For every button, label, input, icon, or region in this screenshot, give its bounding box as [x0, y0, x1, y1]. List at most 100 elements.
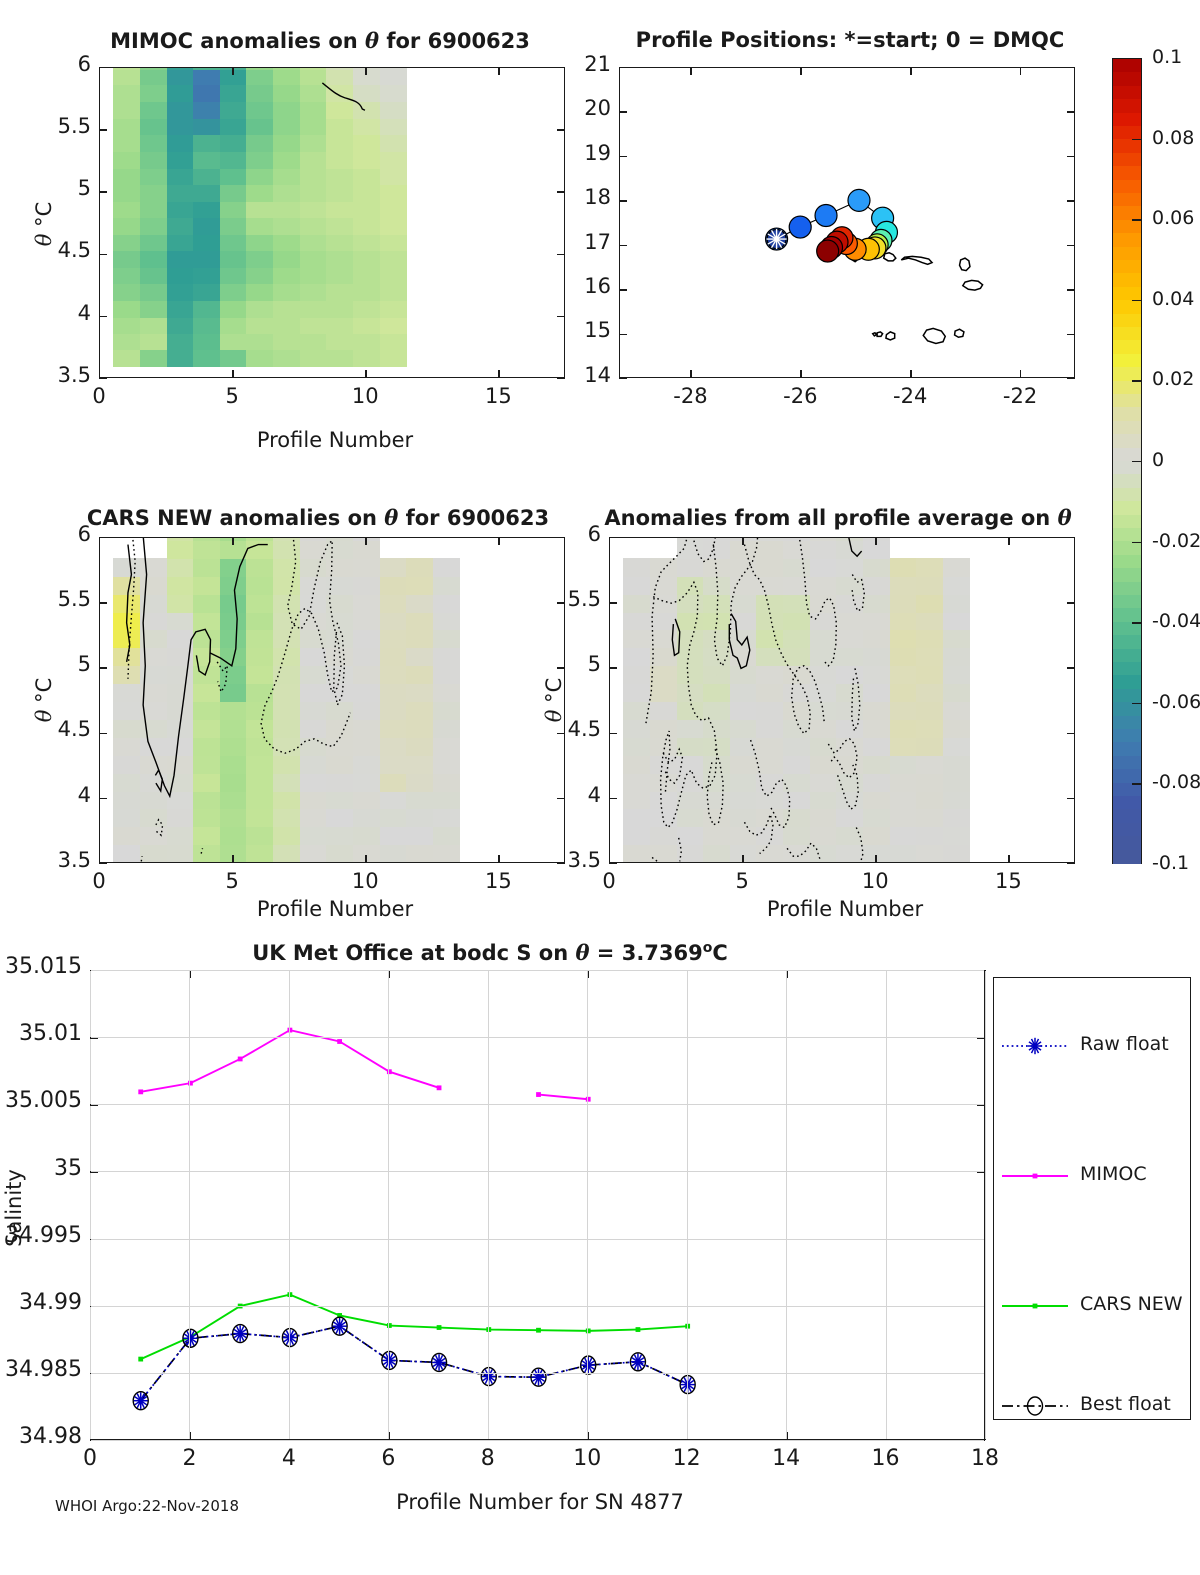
contour-line-negative: [140, 856, 143, 862]
heatmap-cell: [623, 773, 651, 792]
x-tickmark: [800, 67, 802, 75]
heatmap-cell: [676, 576, 704, 595]
island-outline: [922, 327, 947, 345]
heatmap-cell: [219, 118, 248, 136]
heatmap-cell: [783, 594, 811, 613]
heatmap-cell: [942, 665, 971, 685]
y-tickmark: [1067, 200, 1075, 202]
heatmap-cell: [783, 737, 811, 756]
y-tickmark: [557, 667, 565, 669]
heatmap-cell: [379, 576, 407, 595]
heatmap-cell: [139, 333, 168, 351]
contour-line-zero: [142, 538, 212, 799]
heatmap-cell: [623, 683, 651, 703]
heatmap-cell: [326, 844, 354, 862]
series-marker-circle: [580, 1355, 597, 1375]
heatmap-cell: [139, 101, 168, 119]
heatmap-cell: [326, 755, 354, 774]
heatmap-cell: [406, 665, 434, 685]
heatmap-cell: [246, 594, 274, 613]
heatmap-cell: [219, 217, 248, 235]
legend-label-mimoc: MIMOC: [1080, 1163, 1147, 1185]
y-tick-label: 17: [584, 229, 611, 254]
heatmap-cell: [783, 612, 811, 631]
heatmap-cell: [889, 576, 917, 595]
heatmap-cell: [432, 558, 461, 577]
heatmap-cell: [219, 333, 248, 351]
heatmap-cell: [432, 790, 461, 810]
heatmap-cell: [379, 826, 407, 846]
heatmap-cell: [809, 683, 837, 703]
colorbar-band: [1113, 675, 1141, 690]
heatmap-cell: [352, 168, 381, 185]
heatmap-cell: [703, 629, 731, 649]
heatmap-cell: [916, 790, 944, 810]
heatmap-cell: [326, 201, 354, 219]
y-tickmark: [557, 602, 565, 604]
heatmap-cell: [246, 201, 274, 219]
series-marker-dot: [188, 1080, 193, 1086]
heatmap-cell: [273, 629, 301, 649]
heatmap-cell: [326, 629, 354, 649]
heatmap-cell: [219, 134, 248, 152]
heatmap-cell: [703, 665, 731, 685]
heatmap-cell: [299, 333, 327, 351]
heatmap-cell: [139, 683, 168, 703]
heatmap-cell: [246, 790, 274, 810]
heatmap-cell: [836, 808, 864, 828]
heatmap-cell: [246, 68, 274, 70]
heatmap-cell: [676, 558, 704, 577]
y-tickmark: [99, 537, 107, 539]
heatmap-cell: [273, 683, 301, 703]
y-tickmark: [619, 200, 627, 202]
colorbar-tickmark: [1132, 622, 1142, 624]
island-outline: [953, 328, 965, 339]
heatmap-cell: [379, 101, 407, 119]
heatmap-cell: [299, 558, 327, 577]
heatmap-cell: [676, 808, 704, 828]
colorbar-band: [1113, 152, 1141, 168]
legend-marker-dot: [1032, 1173, 1038, 1179]
heatmap-cell: [352, 118, 381, 136]
y-tickmark: [609, 537, 617, 539]
y-tick-label: 34.98: [19, 1424, 82, 1450]
salinity-title-pre: UK Met Office at bodc S on: [252, 941, 576, 965]
heatmap-cell: [193, 84, 221, 103]
heatmap-cell: [273, 538, 301, 542]
heatmap-cell: [916, 826, 944, 846]
series-marker-circle: [281, 1327, 299, 1348]
series-marker-dot: [237, 1056, 243, 1062]
y-tickmark: [557, 797, 565, 800]
heatmap-cell: [862, 737, 891, 756]
heatmap-cell: [246, 84, 274, 103]
heatmap-cell: [273, 168, 301, 185]
heatmap-cell: [166, 333, 194, 351]
contour-line-negative: [837, 764, 859, 811]
y-gridline: [91, 1104, 984, 1106]
heatmap-cell: [756, 540, 784, 559]
colorbar-tick-label: 0.08: [1152, 126, 1195, 149]
x-tick-label: 10: [861, 869, 889, 893]
heatmap-cell: [406, 755, 434, 774]
positions-panel-title: Profile Positions: *=start; 0 = DMQC: [635, 28, 1065, 52]
colorbar-tickmark: [1132, 702, 1142, 705]
heatmap-cell: [299, 118, 327, 136]
heatmap-cell: [729, 826, 758, 846]
heatmap-cell: [273, 184, 301, 202]
heatmap-cell: [649, 629, 678, 649]
heatmap-cell: [113, 234, 141, 252]
heatmap-cell: [219, 701, 248, 720]
y-tickmark: [99, 602, 107, 604]
legend-label-best-float: Best float: [1080, 1393, 1171, 1415]
heatmap-cell: [193, 683, 221, 703]
profile-position-marker: [847, 188, 871, 212]
y-tickmark: [1067, 155, 1075, 158]
heatmap-cell: [326, 101, 354, 119]
heatmap-cell: [299, 540, 327, 559]
colorbar-band: [1113, 300, 1141, 315]
colorbar-band: [1113, 434, 1141, 449]
contour-line-negative: [127, 538, 136, 679]
heatmap-cell: [219, 683, 248, 703]
heatmap-cell: [326, 68, 354, 70]
heatmap-cell: [676, 612, 704, 631]
